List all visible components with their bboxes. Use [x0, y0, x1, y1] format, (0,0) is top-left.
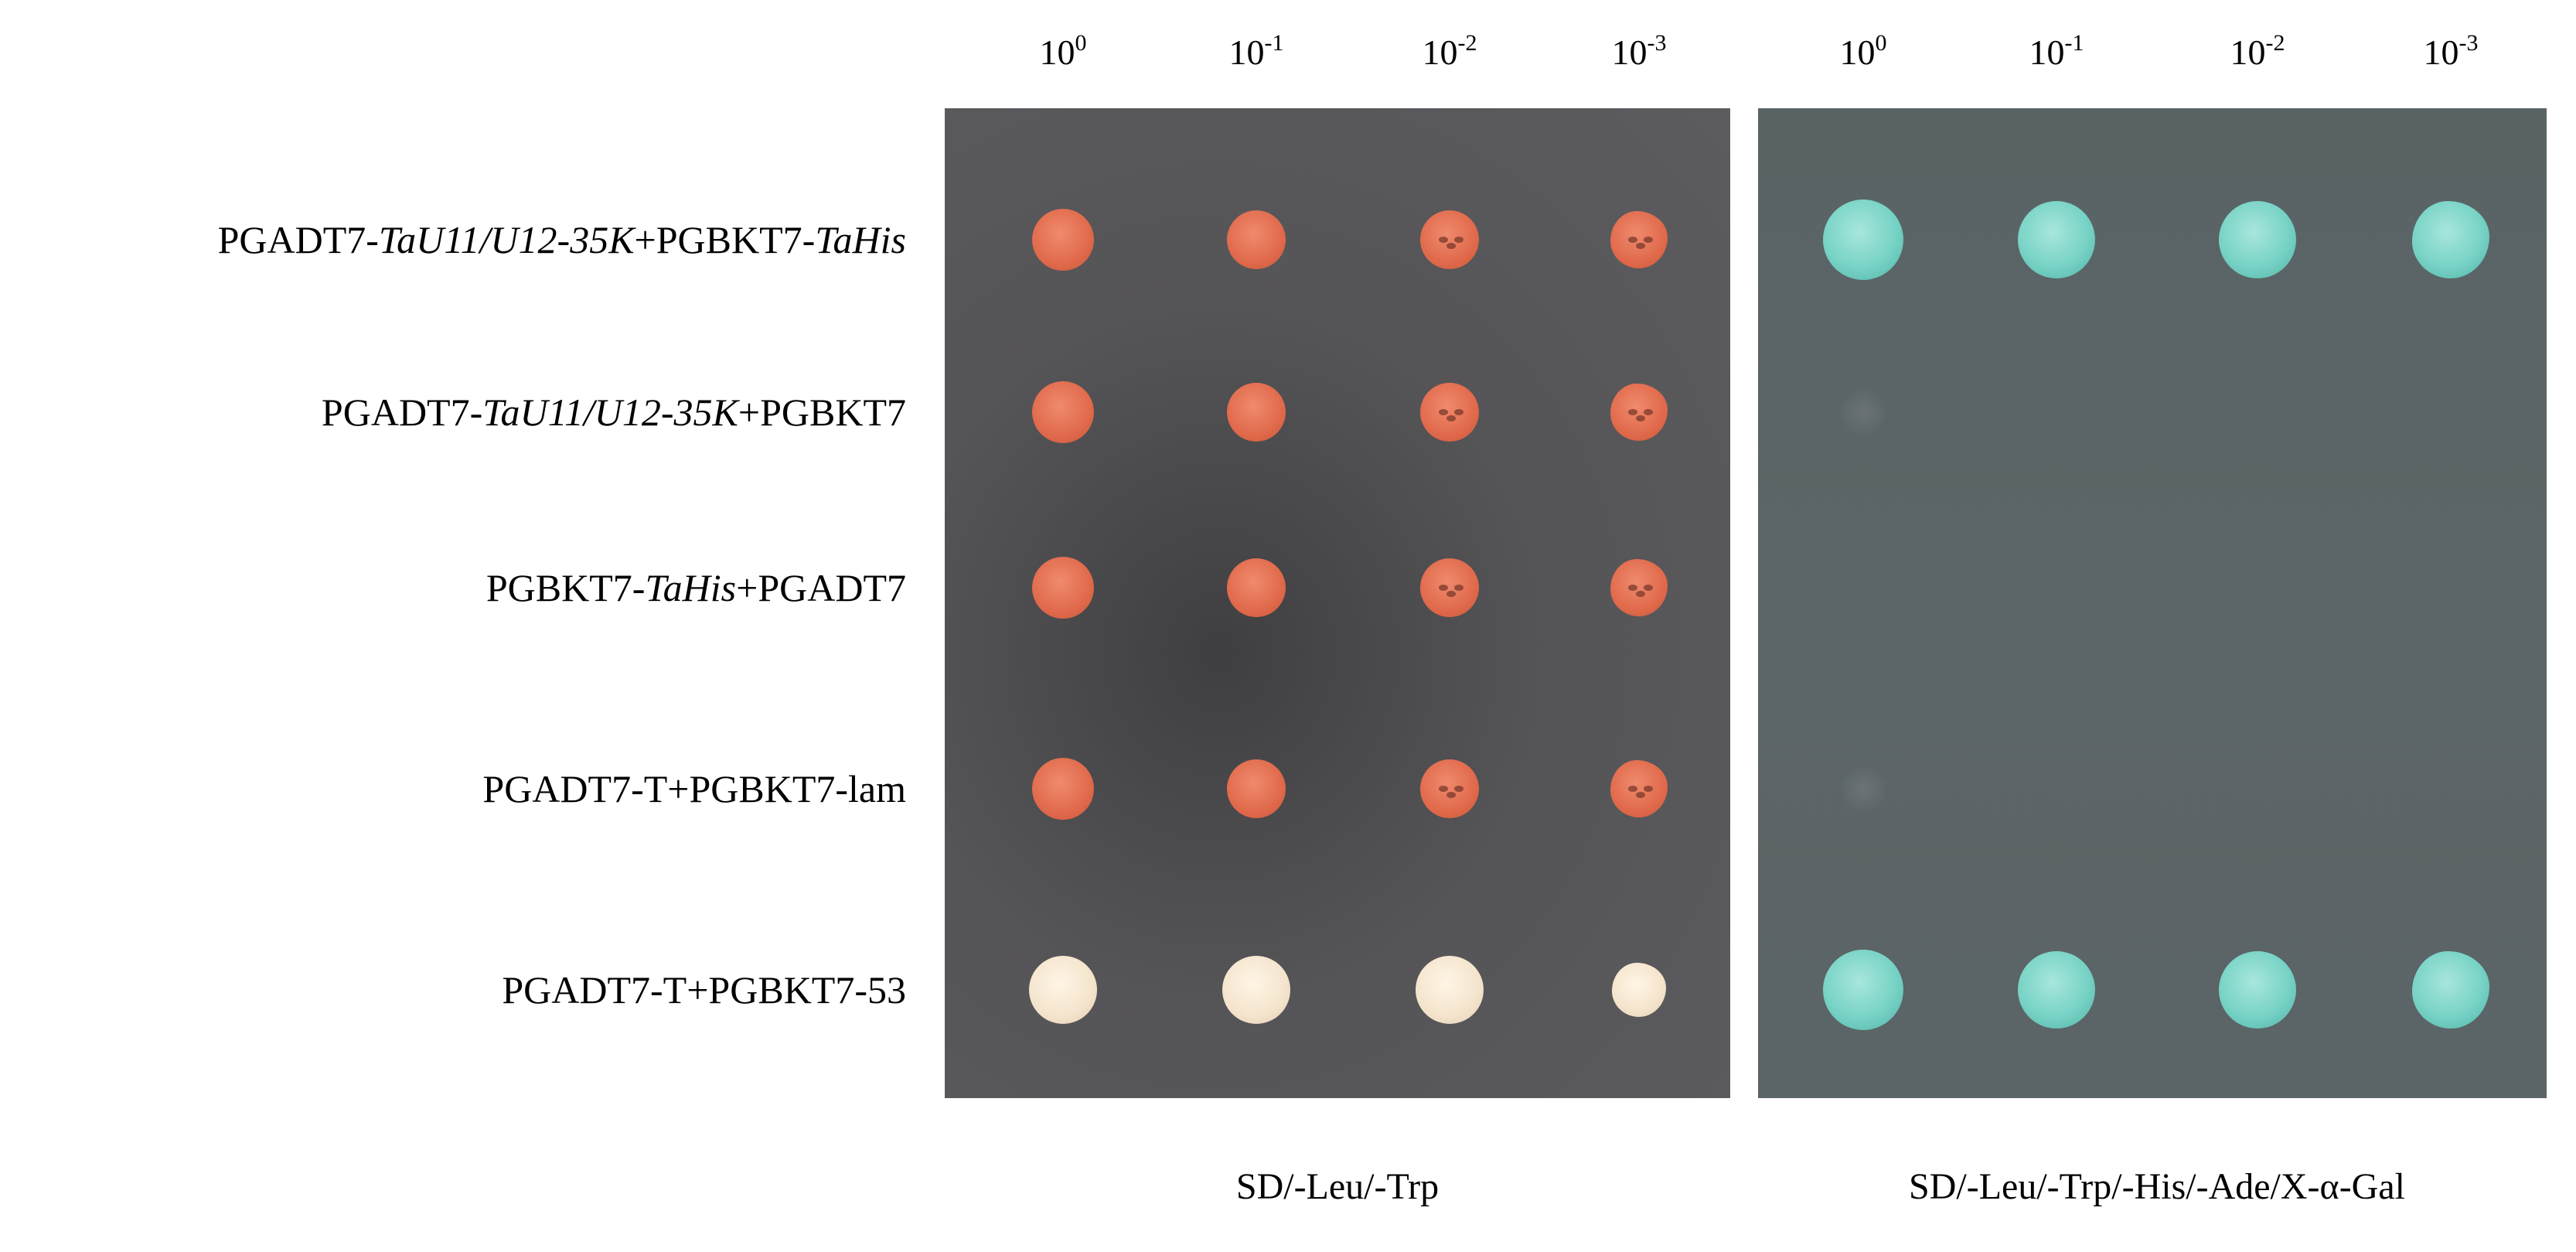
dilution-label: 10-3 — [1612, 31, 1667, 74]
colony-spot — [1823, 950, 1903, 1030]
dilution-exponent: -2 — [2265, 30, 2285, 56]
colony-spot — [1610, 760, 1668, 817]
colony-speck — [1644, 585, 1653, 591]
condition-label-left: SD/-Leu/-Trp — [1235, 1166, 1440, 1207]
colony-speck — [1454, 786, 1463, 792]
colony-spot — [1032, 381, 1094, 443]
colony-spot — [1610, 211, 1668, 268]
colony-spot — [1416, 956, 1484, 1024]
dilution-base: 10 — [1228, 32, 1265, 72]
colony-speck — [1454, 585, 1463, 591]
dilution-exponent: -2 — [1457, 30, 1477, 56]
colony-spot — [1029, 956, 1097, 1024]
dilution-exponent: -1 — [1264, 30, 1284, 56]
row-label: PGADT7-T+PGBKT7-53 — [502, 967, 906, 1013]
colony-spot — [1610, 559, 1668, 616]
dilution-base: 10 — [1611, 32, 1647, 72]
condition-label-right: SD/-Leu/-Trp/-His/-Ade/X-α-Gal — [1909, 1166, 2405, 1207]
colony-spot — [1840, 766, 1886, 812]
colony-spot — [2219, 951, 2296, 1029]
colony-speck — [1446, 792, 1456, 798]
colony-speck — [1636, 415, 1645, 421]
dilution-exponent: -1 — [2064, 30, 2084, 56]
dilution-exponent: 0 — [1075, 30, 1087, 56]
row-label: PGBKT7-TaHis+PGADT7 — [486, 565, 906, 611]
colony-speck — [1628, 409, 1637, 415]
row-label-part: TaHis — [645, 566, 737, 609]
row-label-part: TaU11/U12-35K — [378, 218, 635, 261]
colony-speck — [1636, 792, 1645, 798]
colony-spot — [1227, 383, 1286, 442]
row-label: PGADT7-TaU11/U12-35K+PGBKT7-TaHis — [218, 217, 906, 263]
colony-spot — [2219, 201, 2296, 278]
colony-spot — [2412, 951, 2489, 1029]
colony-speck — [1446, 591, 1456, 597]
dilution-base: 10 — [1839, 32, 1876, 72]
colony-speck — [1454, 237, 1463, 243]
colony-spot — [1032, 758, 1094, 820]
colony-spot — [2412, 201, 2489, 278]
row-label: PGADT7-TaU11/U12-35K+PGBKT7 — [322, 389, 906, 435]
colony-speck — [1628, 585, 1637, 591]
colony-speck — [1628, 786, 1637, 792]
row-label-part: PGBKT7- — [486, 566, 646, 609]
dilution-base: 10 — [1039, 32, 1075, 72]
row-label-part: TaHis — [815, 218, 906, 261]
colony-speck — [1644, 237, 1653, 243]
colony-spot — [1227, 558, 1286, 617]
colony-spot — [1420, 383, 1479, 442]
colony-speck — [1628, 237, 1637, 243]
colony-spot — [1610, 384, 1668, 441]
row-label-part: PGADT7-T+PGBKT7-lam — [482, 767, 906, 810]
dilution-label: 10-1 — [1229, 31, 1284, 74]
row-label: PGADT7-T+PGBKT7-lam — [482, 766, 906, 812]
colony-spot — [1222, 956, 1290, 1024]
dilution-exponent: -3 — [1647, 30, 1667, 56]
plate-sd-qdo-xgal — [1758, 108, 2547, 1098]
colony-speck — [1439, 786, 1448, 792]
colony-spot — [1227, 759, 1286, 818]
dilution-label: 100 — [1040, 31, 1087, 74]
colony-spot — [1420, 759, 1479, 818]
dilution-base: 10 — [2230, 32, 2266, 72]
colony-speck — [1446, 415, 1456, 421]
dilution-label: 10-2 — [2230, 31, 2285, 74]
colony-spot — [2018, 951, 2095, 1029]
colony-spot — [1227, 210, 1286, 269]
dilution-label: 10-1 — [2029, 31, 2084, 74]
colony-spot — [1032, 209, 1094, 271]
colony-spot — [1420, 558, 1479, 617]
colony-speck — [1454, 409, 1463, 415]
colony-speck — [1644, 409, 1653, 415]
colony-speck — [1644, 786, 1653, 792]
row-label-part: TaU11/U12-35K — [482, 391, 738, 434]
colony-speck — [1439, 585, 1448, 591]
colony-speck — [1636, 243, 1645, 249]
row-label-part: PGADT7-T+PGBKT7-53 — [502, 968, 906, 1011]
dilution-base: 10 — [2029, 32, 2065, 72]
dilution-label: 100 — [1840, 31, 1887, 74]
dilution-base: 10 — [2423, 32, 2459, 72]
dilution-exponent: -3 — [2458, 30, 2479, 56]
colony-spot — [1840, 389, 1886, 435]
colony-speck — [1446, 243, 1456, 249]
row-label-part: +PGBKT7- — [634, 218, 816, 261]
colony-spot — [1420, 210, 1479, 269]
dilution-base: 10 — [1422, 32, 1458, 72]
colony-speck — [1439, 409, 1448, 415]
row-label-part: +PGBKT7 — [738, 391, 906, 434]
row-label-part: PGADT7- — [217, 218, 379, 261]
dilution-label: 10-3 — [2424, 31, 2479, 74]
colony-spot — [1032, 557, 1094, 619]
colony-spot — [1612, 963, 1666, 1017]
dilution-label: 10-2 — [1423, 31, 1477, 74]
colony-spot — [1823, 200, 1903, 280]
colony-spot — [2018, 201, 2095, 278]
colony-speck — [1636, 591, 1645, 597]
row-label-part: +PGADT7 — [736, 566, 906, 609]
colony-speck — [1439, 237, 1448, 243]
row-label-part: PGADT7- — [321, 391, 483, 434]
dilution-exponent: 0 — [1875, 30, 1887, 56]
plate-sd-leu-trp — [945, 108, 1730, 1098]
